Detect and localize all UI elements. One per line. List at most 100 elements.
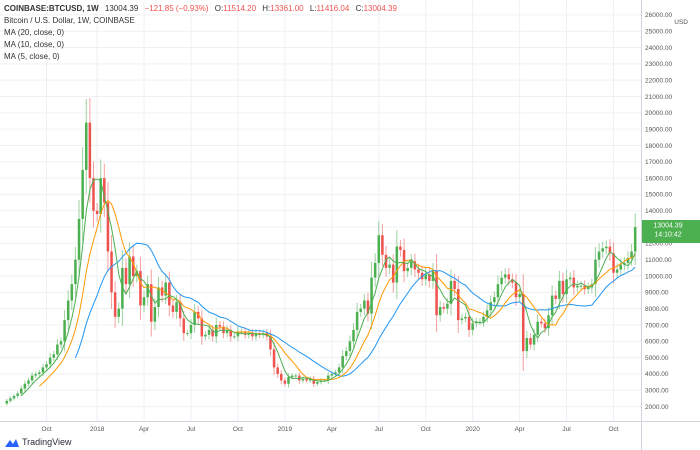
ma5-legend[interactable]: MA (5, close, 0)	[4, 52, 60, 61]
high-value: 13361.00	[270, 4, 304, 13]
price-tick-label: 23000.00	[645, 61, 672, 68]
candle-body	[233, 336, 236, 338]
candle-body	[182, 318, 186, 334]
candle-body	[142, 297, 146, 306]
candle-body	[633, 226, 637, 252]
candle-body	[164, 282, 167, 296]
moving-averages	[20, 178, 636, 396]
candle-body	[178, 302, 182, 319]
candle-body	[99, 178, 102, 214]
symbol-label[interactable]: COINBASE:BTCUSD, 1W	[4, 4, 99, 13]
candle-body	[460, 318, 464, 321]
candle-body	[30, 375, 34, 381]
candle-body	[34, 373, 37, 376]
candle-body	[565, 279, 568, 294]
candle-body	[475, 321, 478, 324]
candle-body	[467, 316, 471, 330]
candle-body	[482, 316, 485, 322]
candle-body	[493, 297, 496, 303]
candle-body	[518, 293, 521, 298]
candle-body	[146, 284, 149, 298]
candle-body	[330, 373, 334, 376]
candle-body	[334, 372, 337, 374]
candle-body	[9, 398, 12, 401]
candle-body	[117, 308, 121, 317]
price-tick-label: 9000.00	[645, 290, 669, 297]
candle-body	[160, 287, 164, 296]
chart-title: Bitcoin / U.S. Dollar, 1W, COINBASE	[4, 16, 135, 25]
price-axis-unit: USD	[674, 19, 688, 26]
candle-body	[496, 284, 500, 298]
candle-body	[207, 329, 211, 335]
candle-body	[92, 178, 95, 211]
price-change: −121.85 (−0.93%)	[144, 4, 209, 13]
candle-body	[218, 324, 222, 327]
tradingview-brand[interactable]: TradingView	[5, 437, 72, 447]
price-tick-label: 18000.00	[645, 143, 672, 150]
high-label: H:	[262, 4, 271, 13]
candle-body	[413, 261, 417, 270]
candle-body	[251, 333, 254, 337]
candle-body	[579, 285, 583, 287]
candle-body	[326, 375, 330, 381]
candle-body	[453, 280, 456, 290]
candle-body	[294, 375, 297, 377]
ma20-legend[interactable]: MA (20, close, 0)	[4, 28, 65, 37]
candle-body	[355, 311, 359, 330]
candle-body	[623, 262, 626, 265]
candle-body	[128, 256, 131, 285]
candle-body	[204, 334, 207, 337]
candle-body	[113, 292, 117, 317]
time-tick-label: 2020	[465, 426, 480, 433]
candle-body	[543, 323, 547, 329]
candle-body	[428, 274, 431, 281]
candle-body	[23, 383, 27, 389]
candle-body	[399, 246, 402, 250]
candle-body	[601, 248, 604, 252]
candle-body	[63, 320, 66, 342]
candle-body	[424, 274, 427, 280]
price-tick-label: 4000.00	[645, 371, 669, 378]
candles	[5, 98, 637, 406]
candle-body	[290, 375, 294, 378]
candle-body	[406, 267, 409, 272]
candle-body	[283, 380, 287, 384]
price-tick-label: 12000.00	[645, 241, 672, 248]
candle-body	[363, 300, 366, 309]
candle-body	[106, 202, 110, 252]
price-tick-label: 3000.00	[645, 388, 669, 395]
time-tick-label: Jul	[375, 426, 384, 433]
last-price: 13004.39	[104, 4, 139, 13]
candle-body	[254, 333, 258, 337]
candle-body	[485, 310, 489, 317]
price-tick-label: 10000.00	[645, 273, 672, 280]
ma10-line	[38, 199, 636, 387]
candle-body	[381, 235, 384, 255]
candle-body	[168, 282, 171, 306]
candle-body	[45, 364, 48, 368]
candle-body	[193, 311, 196, 325]
candle-body	[131, 256, 135, 277]
candle-body	[576, 285, 579, 288]
candle-body	[597, 251, 601, 260]
candle-body	[525, 338, 529, 352]
candle-body	[417, 269, 420, 273]
candle-body	[66, 300, 70, 321]
candle-body	[59, 341, 63, 345]
candle-body	[626, 258, 630, 263]
candle-body	[316, 382, 319, 384]
candle-body	[366, 300, 370, 314]
candle-body	[615, 269, 619, 273]
price-tick-label: 15000.00	[645, 192, 672, 199]
grid-lines	[0, 0, 641, 421]
ma10-legend[interactable]: MA (10, close, 0)	[4, 40, 65, 49]
candle-body	[373, 262, 377, 278]
ma5-line	[20, 178, 636, 396]
candle-body	[348, 341, 352, 352]
candle-body	[19, 388, 23, 394]
candle-body	[337, 367, 341, 373]
candle-body	[511, 279, 514, 283]
price-tick-label: 16000.00	[645, 175, 672, 182]
candle-body	[449, 280, 453, 304]
candle-body	[352, 329, 355, 342]
